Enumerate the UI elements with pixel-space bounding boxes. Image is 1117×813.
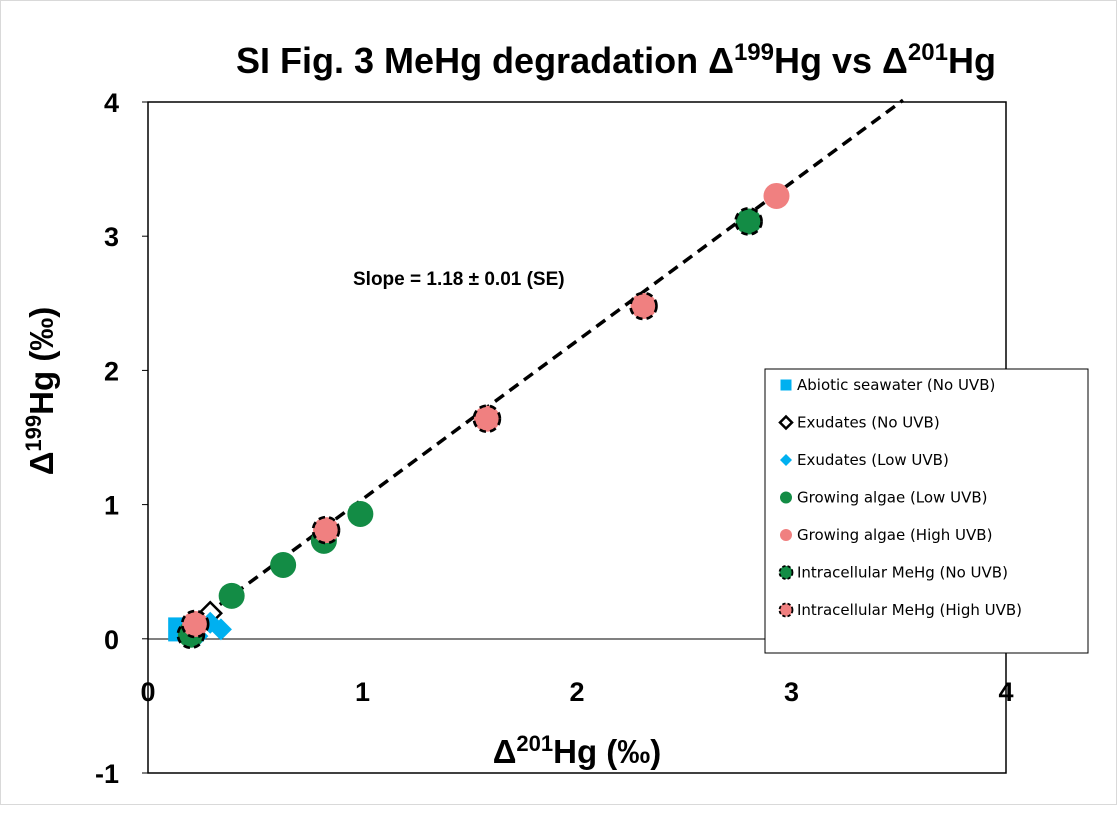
data-points xyxy=(168,182,790,650)
legend-marker xyxy=(780,379,792,391)
data-point xyxy=(629,291,658,321)
fit-line xyxy=(189,98,905,628)
x-tick-label: 0 xyxy=(140,677,155,707)
legend-entry-label: Intracellular MeHg (High UVB) xyxy=(797,601,1022,619)
y-tick-label: 1 xyxy=(104,491,119,521)
y-tick-label: 2 xyxy=(104,356,119,386)
legend-box xyxy=(764,368,1089,654)
y-axis-title: Δ199Hg (‰) xyxy=(21,307,60,476)
data-point xyxy=(763,182,790,209)
y-tick-label: 3 xyxy=(104,222,119,252)
legend-entry-label: Growing algae (High UVB) xyxy=(797,526,992,544)
legend-marker xyxy=(778,565,794,580)
legend-entry-label: Exudates (No UVB) xyxy=(797,414,940,432)
legend-entry-label: Growing algae (Low UVB) xyxy=(797,489,987,507)
data-point xyxy=(311,515,341,545)
data-point xyxy=(180,609,210,639)
legend-entry-label: Abiotic seawater (No UVB) xyxy=(797,376,995,394)
legend-entry-label: Exudates (Low UVB) xyxy=(797,451,949,469)
x-axis-title: Δ201Hg (‰) xyxy=(493,731,662,770)
y-tick-label: 4 xyxy=(104,88,119,118)
data-point xyxy=(218,582,245,609)
x-tick-label: 1 xyxy=(355,677,370,707)
slope-annotation: Slope = 1.18 ± 0.01 (SE) xyxy=(353,269,565,290)
legend-marker xyxy=(780,454,792,466)
data-point xyxy=(270,551,297,578)
data-point xyxy=(347,500,374,527)
legend: Abiotic seawater (No UVB) Exudates (No UV… xyxy=(764,368,1089,654)
legend-marker xyxy=(780,529,792,541)
data-point xyxy=(734,207,763,236)
y-tick-label: 0 xyxy=(104,625,119,655)
y-tick-labels: -1 0 1 2 3 4 xyxy=(95,88,148,789)
legend-marker xyxy=(780,491,792,504)
legend-marker xyxy=(778,414,794,431)
x-tick-label: 3 xyxy=(784,677,799,707)
legend-entry-label: Intracellular MeHg (No UVB) xyxy=(797,564,1008,582)
x-tick-label: 4 xyxy=(998,677,1013,707)
chart-title: SI Fig. 3 MeHg degradation Δ199Hg vs Δ20… xyxy=(236,39,996,81)
legend-marker xyxy=(778,602,794,618)
y-tick-label: -1 xyxy=(95,759,119,789)
x-tick-labels: 0 1 2 3 4 xyxy=(140,677,1013,707)
data-point xyxy=(472,404,502,434)
x-tick-label: 2 xyxy=(569,677,584,707)
